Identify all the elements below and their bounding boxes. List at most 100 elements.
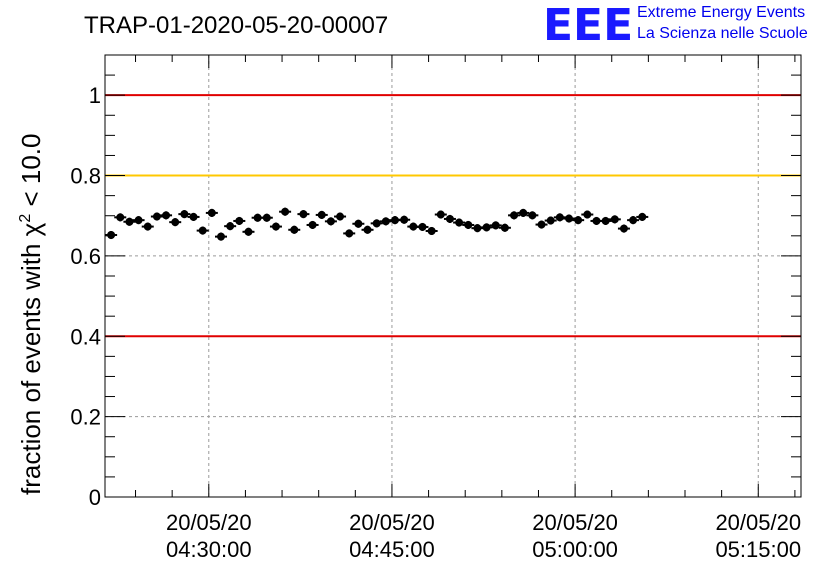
data-marker — [107, 231, 116, 240]
data-marker — [482, 223, 491, 232]
chart-title: TRAP-01-2020-05-20-00007 — [84, 12, 388, 39]
data-point — [489, 221, 502, 230]
x-tick-label-date: 20/05/20 — [166, 510, 252, 535]
data-marker — [253, 213, 262, 222]
data-marker — [391, 216, 399, 225]
eee-logo-line1: Extreme Energy Events — [637, 4, 805, 21]
data-marker — [226, 222, 235, 231]
data-marker — [574, 216, 583, 225]
data-point — [242, 227, 255, 236]
eee-logo-line2: La Scienza nelle Scuole — [637, 25, 808, 42]
data-marker — [262, 213, 271, 222]
data-marker — [473, 224, 482, 233]
data-point — [453, 218, 466, 227]
data-point — [288, 225, 301, 234]
data-marker — [207, 208, 216, 217]
data-marker — [565, 214, 573, 223]
data-point — [160, 211, 173, 220]
data-point — [398, 215, 411, 224]
data-marker — [619, 224, 628, 233]
x-tick-label-time: 05:15:00 — [715, 537, 801, 562]
data-marker — [363, 225, 372, 234]
data-marker — [235, 216, 244, 225]
data-marker — [638, 212, 647, 221]
data-point — [224, 222, 237, 231]
data-marker — [198, 226, 207, 235]
data-point — [617, 224, 630, 233]
data-marker — [500, 223, 509, 232]
data-marker — [537, 220, 546, 229]
data-marker — [244, 227, 253, 236]
data-point — [498, 223, 511, 232]
data-point — [132, 216, 145, 225]
data-point — [123, 217, 136, 226]
data-marker — [336, 212, 345, 221]
data-marker — [601, 216, 610, 225]
y-tick-label: 0.2 — [70, 405, 101, 430]
data-point — [233, 216, 246, 225]
y-tick-label: 0.8 — [70, 164, 101, 189]
data-marker — [134, 216, 143, 225]
y-tick-label: 0 — [89, 485, 101, 510]
data-point — [215, 232, 227, 241]
data-marker — [125, 217, 134, 226]
data-marker — [326, 217, 335, 226]
data-marker — [299, 210, 308, 219]
data-marker — [317, 210, 326, 219]
y-axis-label-prefix: fraction of events with — [16, 236, 46, 495]
y-axis-label-symbol: χ — [16, 222, 46, 236]
data-point — [105, 230, 118, 240]
plot-frame — [104, 54, 802, 498]
data-point — [205, 208, 218, 217]
data-point — [572, 216, 585, 225]
data-point — [324, 217, 337, 226]
data-point — [269, 222, 282, 231]
y-axis-label-suffix: < 10.0 — [16, 134, 46, 214]
data-point — [517, 208, 530, 217]
data-point — [315, 210, 328, 219]
data-marker — [372, 219, 381, 228]
data-marker — [528, 211, 537, 220]
data-point — [581, 210, 594, 219]
data-marker — [583, 210, 592, 219]
data-marker — [418, 222, 427, 231]
data-point — [150, 212, 163, 221]
grid — [105, 55, 801, 497]
data-marker — [217, 232, 225, 241]
data-point — [187, 212, 200, 221]
data-point — [260, 213, 273, 222]
data-marker — [152, 212, 161, 221]
data-point — [553, 213, 566, 222]
data-point — [141, 222, 154, 231]
data-point — [279, 207, 292, 216]
data-point — [425, 226, 438, 236]
data-marker — [345, 229, 354, 238]
data-marker — [354, 219, 363, 228]
data-marker — [308, 220, 317, 229]
data-marker — [180, 210, 189, 219]
x-tick-label-time: 04:30:00 — [166, 537, 252, 562]
y-axis-label: fraction of events with χ2 < 10.0 — [16, 134, 46, 495]
data-marker — [455, 218, 464, 227]
data-point — [352, 219, 365, 228]
y-tick-label: 0.6 — [70, 244, 101, 269]
data-point — [599, 216, 612, 225]
eee-logo: EEE Extreme Energy Events La Scienza nel… — [543, 0, 808, 51]
data-marker — [381, 217, 390, 226]
data-point — [416, 222, 429, 231]
data-marker — [519, 208, 528, 217]
data-marker — [436, 210, 445, 219]
y-axis-label-sup: 2 — [17, 214, 34, 223]
x-tick-label-time: 05:00:00 — [532, 537, 618, 562]
x-tick-label-date: 20/05/20 — [532, 510, 618, 535]
reference-lines — [105, 94, 801, 338]
data-point — [443, 214, 456, 223]
data-point — [178, 210, 191, 219]
data-point — [434, 210, 447, 219]
data-marker — [281, 207, 290, 216]
data-marker — [189, 212, 198, 221]
data-point — [169, 218, 182, 227]
data-marker — [271, 222, 280, 231]
data-marker — [116, 213, 125, 222]
data-marker — [290, 225, 299, 234]
